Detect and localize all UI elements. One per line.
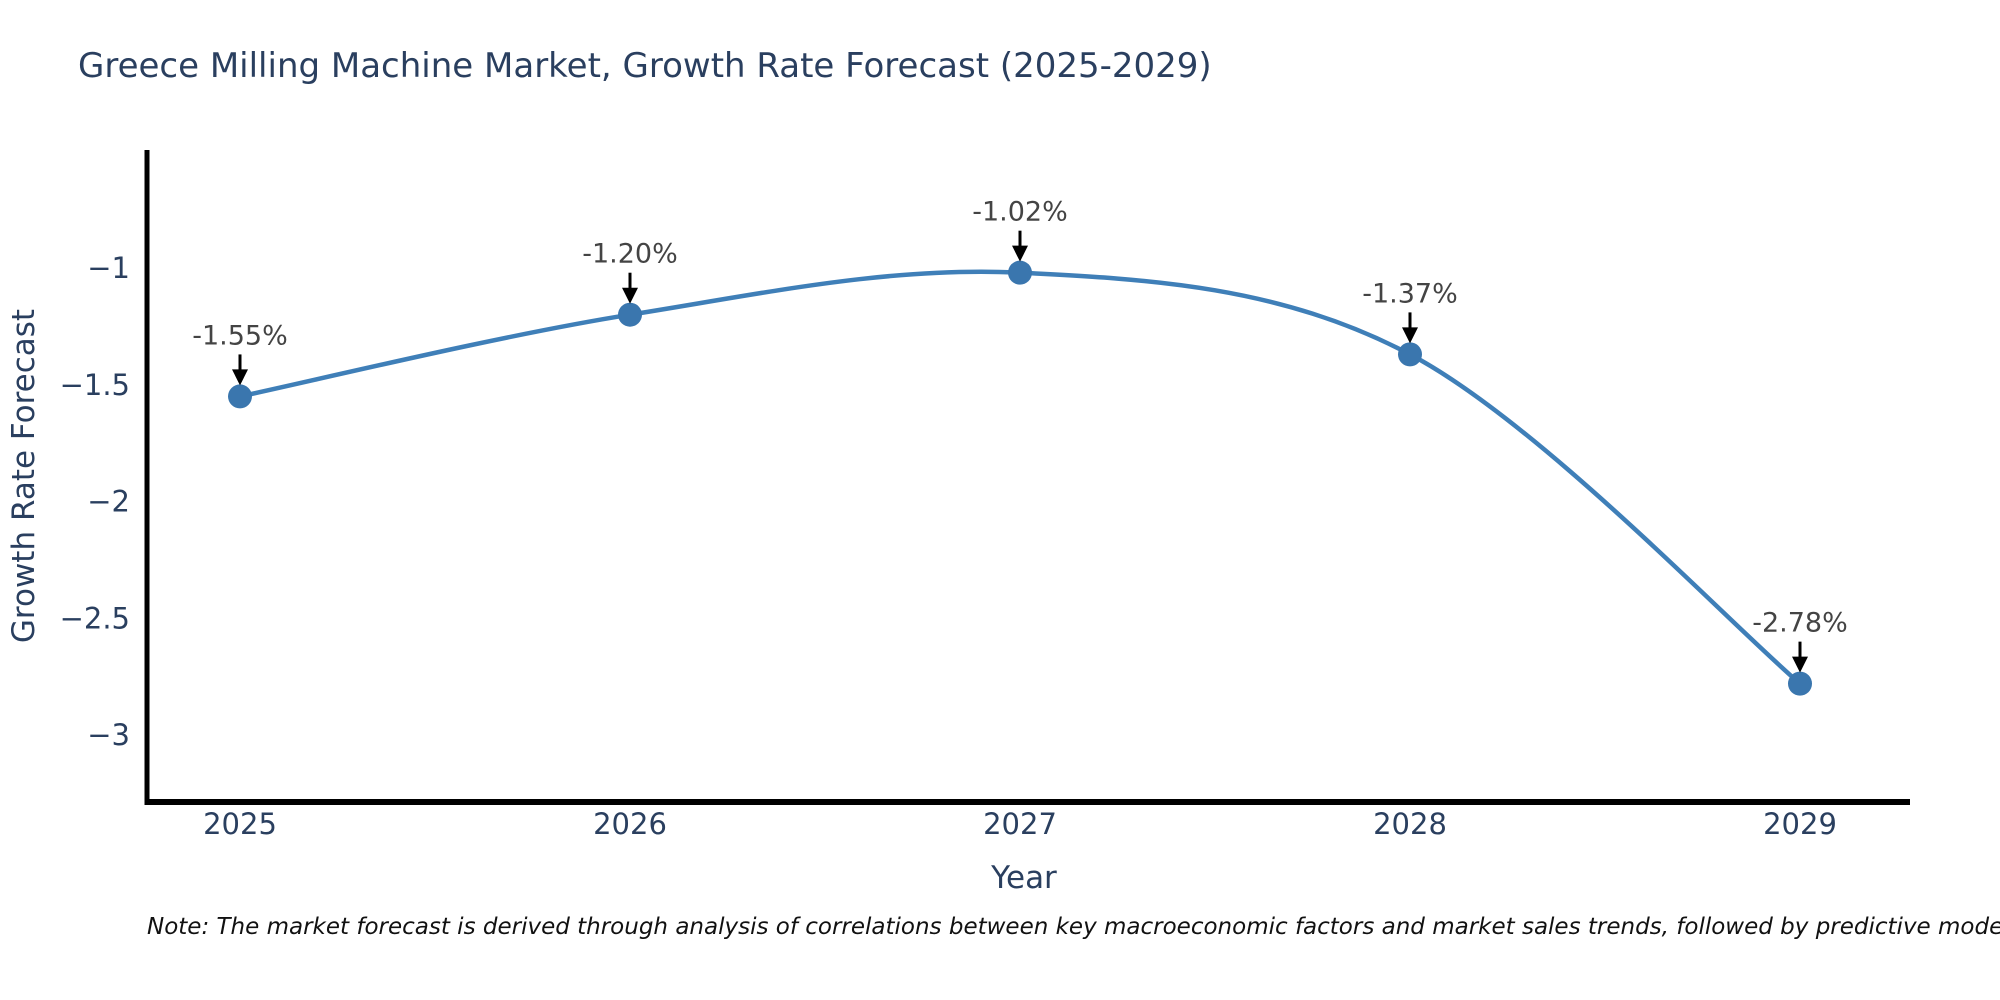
data-point-marker[interactable] bbox=[1788, 671, 1812, 696]
annotation-label: -2.78% bbox=[1752, 608, 1848, 639]
y-tick-label: −2.5 bbox=[60, 601, 130, 635]
x-tick-label: 2027 bbox=[983, 807, 1057, 841]
y-tick-label: −2 bbox=[87, 485, 130, 519]
data-point-marker[interactable] bbox=[1398, 342, 1422, 367]
y-tick-label: −1 bbox=[87, 251, 130, 285]
x-tick-label: 2029 bbox=[1763, 807, 1837, 841]
data-point-marker[interactable] bbox=[228, 384, 252, 409]
annotation-label: -1.37% bbox=[1362, 278, 1458, 309]
data-point-marker[interactable] bbox=[1008, 260, 1032, 285]
chart-note: Note: The market forecast is derived thr… bbox=[147, 914, 2000, 940]
chart-title: Greece Milling Machine Market, Growth Ra… bbox=[78, 46, 1212, 86]
annotation-label: -1.20% bbox=[582, 239, 678, 270]
trend-line bbox=[237, 269, 1803, 686]
annotation-arrowhead-icon bbox=[1792, 656, 1808, 673]
x-axis-title: Year bbox=[990, 860, 1057, 896]
annotation-label: -1.02% bbox=[972, 197, 1068, 228]
y-axis-title: Growth Rate Forecast bbox=[6, 309, 42, 643]
y-tick-label: −3 bbox=[87, 718, 130, 752]
annotation-label: -1.55% bbox=[192, 320, 288, 351]
x-tick-label: 2028 bbox=[1373, 807, 1447, 841]
x-tick-label: 2025 bbox=[203, 807, 277, 841]
y-tick-label: −1.5 bbox=[60, 368, 130, 402]
annotation-arrowhead-icon bbox=[232, 369, 248, 386]
annotation-arrowhead-icon bbox=[1402, 327, 1418, 344]
data-point-marker[interactable] bbox=[618, 302, 642, 327]
annotation-arrowhead-icon bbox=[1012, 245, 1028, 262]
x-tick-label: 2026 bbox=[593, 807, 667, 841]
annotation-arrowhead-icon bbox=[622, 287, 638, 304]
